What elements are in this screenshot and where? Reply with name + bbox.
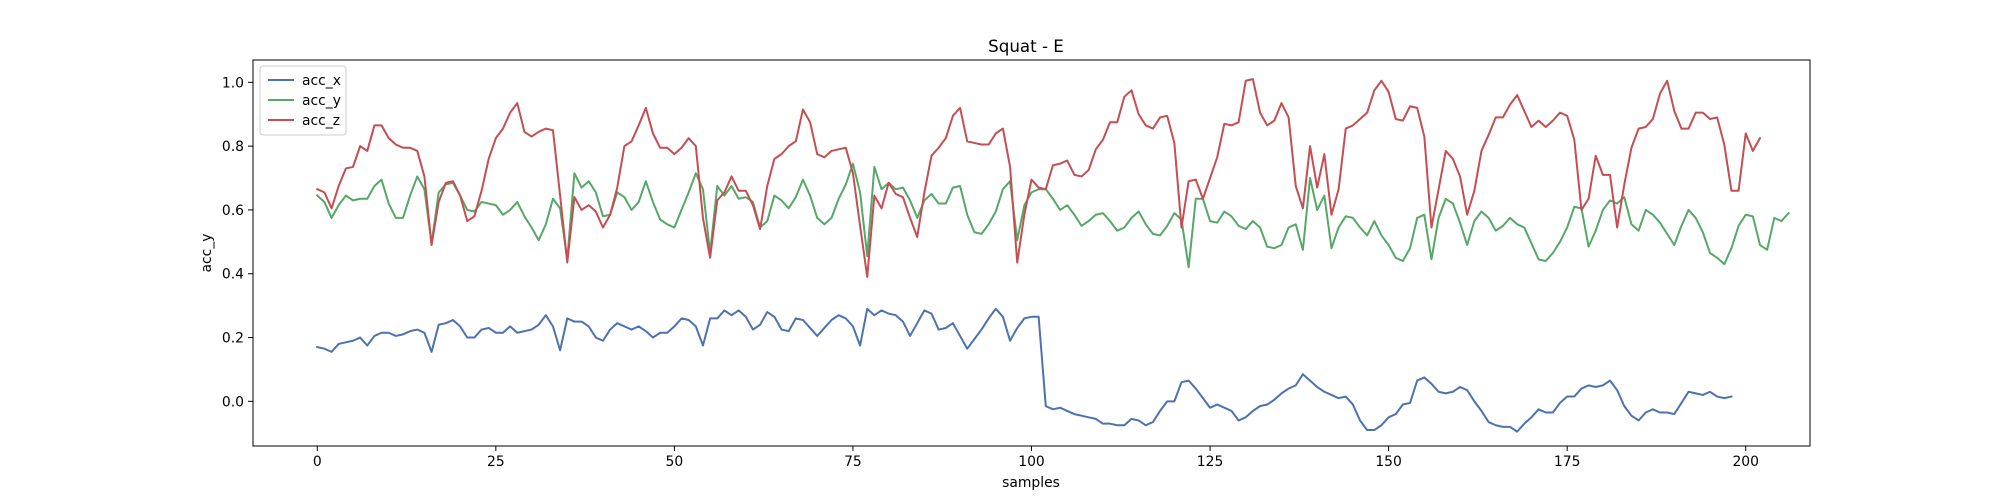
legend-label-acc_x: acc_x xyxy=(302,73,341,89)
x-tick-label: 0 xyxy=(313,454,322,470)
legend-label-acc_y: acc_y xyxy=(302,93,341,109)
plot-marks xyxy=(315,78,1790,433)
series-line-acc_y xyxy=(315,162,1790,269)
x-tick-label: 175 xyxy=(1554,454,1581,470)
x-tick-label: 50 xyxy=(666,454,684,470)
series-line-acc_z xyxy=(315,78,1762,278)
x-tick-label: 150 xyxy=(1375,454,1402,470)
x-tick-label: 200 xyxy=(1732,454,1759,470)
y-tick-label: 0.8 xyxy=(222,139,244,155)
x-tick-label: 100 xyxy=(1018,454,1045,470)
y-axis: 0.0 0.2 0.4 0.6 0.8 1.0 xyxy=(222,75,253,410)
x-axis: 0 25 50 75 100 125 150 175 200 xyxy=(313,446,1759,470)
y-axis-label: acc_y xyxy=(199,234,215,273)
x-tick-label: 75 xyxy=(844,454,862,470)
y-tick-label: 0.2 xyxy=(222,331,244,347)
x-axis-label: samples xyxy=(1002,475,1060,491)
legend-label-acc_z: acc_z xyxy=(302,113,340,129)
y-tick-label: 0.0 xyxy=(222,394,244,410)
x-tick-label: 25 xyxy=(487,454,505,470)
legend: acc_x acc_y acc_z xyxy=(259,65,347,136)
chart-title: Squat - E xyxy=(988,36,1064,56)
plot-frame xyxy=(252,59,1811,447)
y-tick-label: 0.4 xyxy=(222,267,244,283)
legend-frame xyxy=(259,65,347,136)
y-tick-label: 1.0 xyxy=(222,75,244,91)
series-line-acc_x xyxy=(316,307,1733,433)
y-tick-label: 0.6 xyxy=(222,203,244,219)
x-tick-label: 125 xyxy=(1197,454,1224,470)
